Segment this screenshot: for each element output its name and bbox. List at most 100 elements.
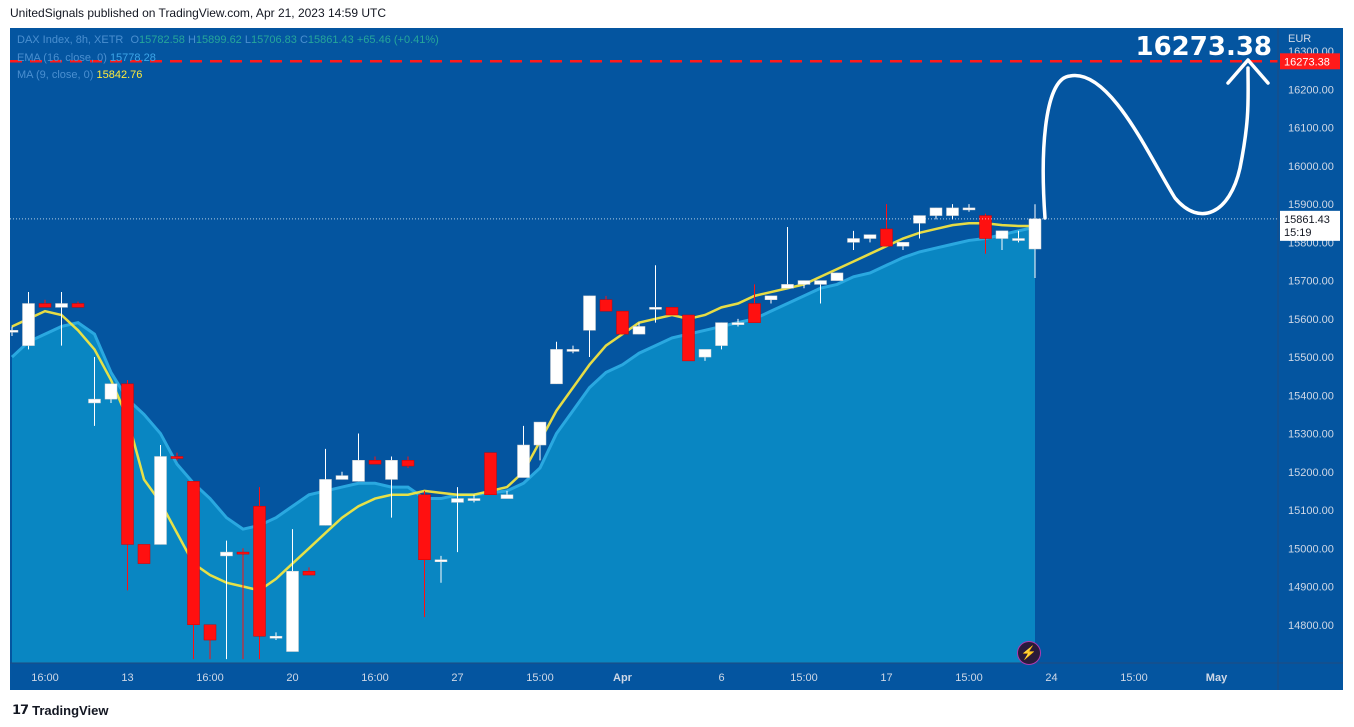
currency-label: EUR [1288,33,1311,45]
target-price-badge [1280,53,1340,70]
candle [253,505,266,637]
candle [748,303,761,323]
candle [533,421,547,446]
candle [649,307,662,310]
candle [418,494,431,560]
ema-area [12,227,1035,663]
candle [500,494,514,499]
ma-legend: MA (9, close, 0) 15842.76 [17,69,142,81]
change-value: +65.46 (+0.41%) [356,34,439,46]
candle [616,310,629,335]
candle [599,299,613,312]
arrow-head-icon [1226,58,1270,85]
x-tick-label: 16:00 [31,672,59,684]
x-tick-label: 24 [1045,672,1057,684]
candle [814,280,827,285]
candle [335,475,349,480]
candle [187,481,200,626]
candle [451,498,464,503]
candle [319,479,332,526]
price-chart[interactable]: 16273.38 EUR 14800.00 14900.00 15000.00 15100… [10,28,1343,690]
y-tick-label: 14900.00 [1288,582,1334,594]
x-tick-label: 17 [880,672,892,684]
candle [550,349,563,385]
low-value: 15706.83 [251,34,297,46]
ema-label: EMA (16, close, 0) [17,52,107,64]
y-tick-label: 16200.00 [1288,84,1334,96]
projection-arrow [1041,66,1250,220]
ohlc-legend: DAX Index, 8h, XETR O15782.58 H15899.62 … [17,34,439,46]
candle [583,295,596,331]
ema-value: 15778.28 [109,52,156,64]
y-tick-label: 15600.00 [1288,314,1334,326]
candle [913,215,926,224]
open-value: 15782.58 [139,34,185,46]
high-label: H [187,34,196,46]
y-tick-label: 16100.00 [1288,123,1334,135]
candle [929,207,943,216]
candle [781,284,794,289]
y-tick-label: 15200.00 [1288,467,1334,479]
candle [352,460,365,482]
target-price-badge-label: 16273.38 [1284,56,1330,68]
candle [154,456,167,545]
x-tick-label: May [1206,672,1228,684]
y-tick-label: 16000.00 [1288,161,1334,173]
candle [484,452,497,495]
y-tick-label: 15500.00 [1288,352,1334,364]
x-tick-label: 15:00 [526,672,554,684]
x-tick-label: 13 [121,672,133,684]
y-tick-label: 15300.00 [1288,429,1334,441]
candle [880,228,893,247]
candle [236,551,250,555]
ema-legend: EMA (16, close, 0) 15778.28 [17,52,156,64]
candle [698,349,712,358]
x-tick-label: 15:00 [955,672,983,684]
x-tick-label: 16:00 [196,672,224,684]
candle [863,234,877,239]
ma-value: 15842.76 [96,69,143,81]
high-value: 15899.62 [195,34,242,46]
candle [731,322,745,325]
candle [847,238,860,243]
candle [368,460,382,465]
candle [764,295,778,300]
candle [962,207,976,211]
candle [88,398,101,404]
candle [71,303,85,308]
candle [467,498,481,501]
candle [137,544,151,564]
tradingview-logo-icon: 𝟭𝟳 [12,702,29,717]
y-tick-label: 15400.00 [1288,390,1334,402]
candle [995,230,1009,239]
candle [401,460,415,467]
y-tick-label: 14800.00 [1288,620,1334,632]
ema-line [10,225,1036,531]
open-label: O [130,34,140,46]
candle [121,383,134,545]
candle [517,444,530,478]
y-tick-label: 15100.00 [1288,505,1334,517]
candle [286,570,299,652]
candle [302,570,316,576]
candle [434,559,448,562]
candle [385,460,398,480]
candle [1028,218,1042,250]
low-label: L [244,34,251,46]
close-label: C [299,34,308,46]
candle [220,551,233,557]
countdown-label: 15:19 [1284,227,1312,239]
close-value: 15861.43 [307,34,354,46]
last-price-label: 15861.43 [1284,214,1330,226]
footer-brand: 𝟭𝟳 TradingView [12,702,108,718]
x-tick-label: 6 [718,672,724,684]
last-price-badge [1280,210,1340,241]
ma-label: MA (9, close, 0) [17,69,94,81]
candle [715,322,728,346]
lightning-icon[interactable]: ⚡ [1017,641,1041,665]
candle [896,242,910,247]
candle [10,330,19,333]
x-tick-label: 16:00 [361,672,389,684]
y-tick-label: 15000.00 [1288,543,1334,555]
candle [946,207,959,216]
